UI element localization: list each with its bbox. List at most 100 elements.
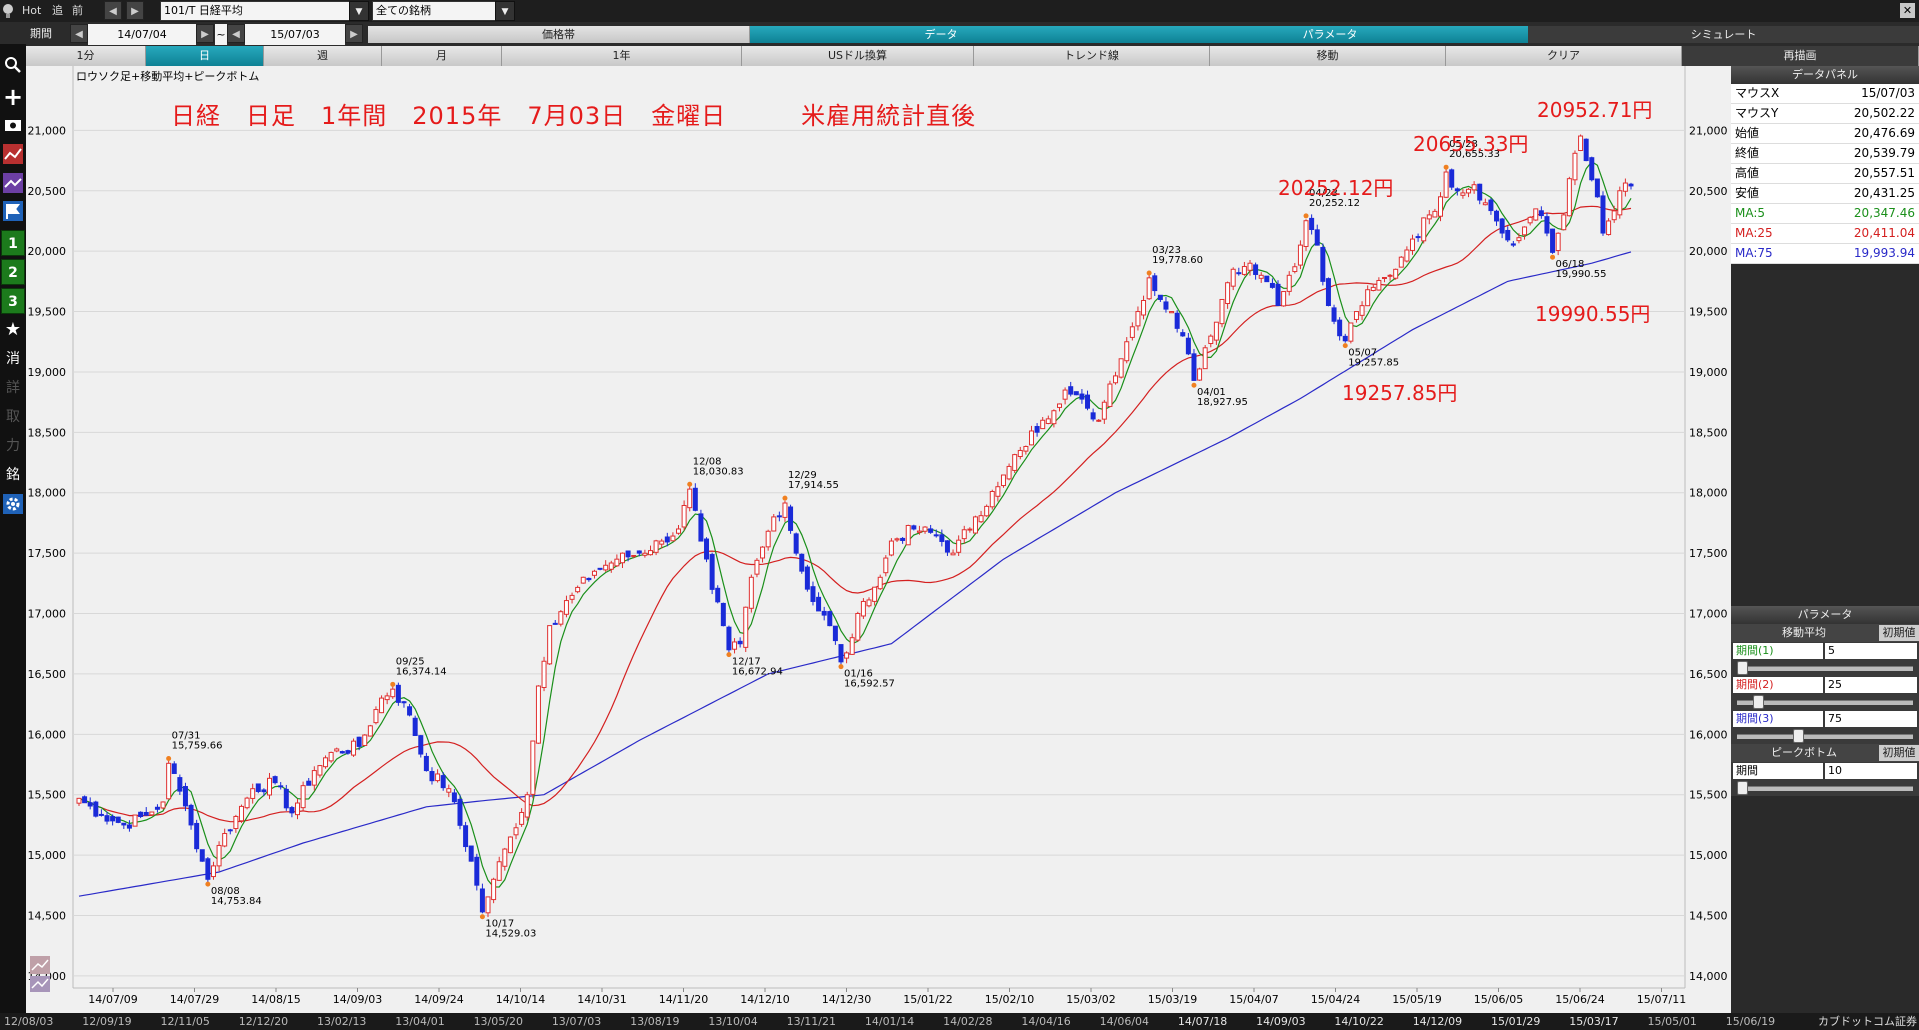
candle — [647, 545, 653, 556]
date-from-next-button[interactable]: ▶ — [196, 24, 214, 43]
candle — [1309, 214, 1315, 235]
param-slider-knob[interactable] — [1793, 729, 1804, 743]
lightbulb-icon[interactable] — [1, 0, 15, 22]
candle-body — [496, 861, 502, 881]
pb-slider-knob[interactable] — [1737, 781, 1748, 795]
candle-body — [1488, 199, 1494, 212]
candle — [479, 883, 485, 914]
date-from-field[interactable]: 14/07/04 — [88, 24, 196, 45]
close-icon[interactable]: ✕ — [1900, 3, 1915, 18]
tab-data[interactable]: データ — [750, 26, 1132, 43]
candle — [323, 755, 329, 769]
prev-symbol-button[interactable]: ◀ — [104, 1, 122, 20]
timeline-date: 13/02/13 — [317, 1015, 367, 1028]
clear-button[interactable]: クリア — [1446, 46, 1682, 66]
next-symbol-button[interactable]: ▶ — [126, 1, 144, 20]
candle — [804, 564, 810, 592]
candle-body — [82, 796, 88, 804]
tab-kakakutai[interactable]: 価格帯 — [368, 26, 750, 43]
candle — [956, 535, 962, 556]
mae-button[interactable]: 前 — [72, 4, 83, 17]
line-chart-icon[interactable] — [1, 141, 25, 167]
peak-bottom-marker — [1303, 213, 1309, 219]
candle — [961, 525, 967, 544]
candle-body — [1230, 268, 1236, 287]
tab-parameter[interactable]: パラメータ — [1132, 26, 1528, 43]
candle — [1146, 273, 1152, 300]
candle — [1622, 178, 1628, 197]
preset-3-button[interactable]: 3 — [1, 288, 25, 314]
hot-button[interactable]: Hot — [22, 4, 42, 17]
param-slider-knob[interactable] — [1753, 695, 1764, 709]
preset-1-button[interactable]: 1 — [1, 230, 25, 256]
usd-convert-button[interactable]: USドル換算 — [742, 46, 974, 66]
candle — [1538, 206, 1544, 219]
date-to-field[interactable]: 15/07/03 — [245, 24, 345, 45]
trade-button[interactable]: 取 — [6, 409, 20, 425]
period-next-button[interactable]: ▶ — [345, 24, 363, 43]
gear-icon[interactable] — [1, 491, 25, 517]
candle — [345, 749, 351, 755]
tf-day-button[interactable]: 日 — [146, 46, 264, 66]
bottom-timeline[interactable]: 12/08/03 12/09/19 12/11/05 12/12/20 13/02/13… — [0, 1013, 1919, 1030]
minichart-icon-2[interactable] — [30, 976, 50, 992]
param-slider-track[interactable] — [1737, 734, 1913, 739]
tf-month-button[interactable]: 月 — [382, 46, 502, 66]
timeline-date: 12/09/19 — [82, 1015, 132, 1028]
minichart-icon-1[interactable] — [30, 956, 50, 974]
candle — [984, 504, 990, 517]
filter-dropdown-icon[interactable]: ▼ — [495, 1, 515, 21]
pb-slider-track[interactable] — [1737, 786, 1913, 791]
search-icon[interactable] — [1, 52, 25, 78]
trendline-button[interactable]: トレンド線 — [974, 46, 1210, 66]
candle-body — [457, 798, 463, 826]
camera-icon[interactable] — [1, 112, 25, 138]
y-tick-label-right: 15,500 — [1689, 789, 1728, 802]
flag-icon[interactable] — [1, 198, 25, 224]
param-slider-knob[interactable] — [1737, 661, 1748, 675]
filter-field[interactable]: 全ての銘柄 — [372, 1, 496, 21]
candle — [776, 511, 782, 522]
candle — [944, 540, 950, 556]
period-prev-button[interactable]: ◀ — [70, 24, 88, 43]
move-button[interactable]: 移動 — [1210, 46, 1446, 66]
tab-simulate[interactable]: シミュレート — [1528, 26, 1919, 43]
param-slider-track[interactable] — [1737, 666, 1913, 671]
power-button[interactable]: 力 — [6, 438, 20, 454]
chart-area[interactable]: 14,00014,00014,50014,50015,00015,00015,5… — [26, 66, 1731, 1013]
crosshair-icon[interactable]: + — [2, 83, 24, 111]
candle — [877, 574, 883, 591]
star-icon[interactable]: ★ — [4, 319, 22, 340]
symbol-field[interactable]: 101/T 日経平均 — [160, 1, 350, 21]
indicator-chart-icon[interactable] — [1, 170, 25, 196]
candle-body — [732, 641, 738, 650]
preset-2-button[interactable]: 2 — [1, 259, 25, 285]
tf-week-button[interactable]: 週 — [264, 46, 382, 66]
candle-body — [692, 487, 698, 511]
candle — [1482, 198, 1488, 206]
candle-body — [743, 606, 749, 648]
ma-reset-button[interactable]: 初期値 — [1879, 625, 1919, 641]
detail-button[interactable]: 詳 — [6, 380, 20, 396]
chart-svg[interactable]: 14,00014,00014,50014,50015,00015,00015,5… — [26, 66, 1731, 1013]
param-slider-track[interactable] — [1737, 700, 1913, 705]
stock-button[interactable]: 銘 — [6, 467, 20, 483]
tf-1year-button[interactable]: 1年 — [502, 46, 742, 66]
candle-body — [972, 516, 978, 534]
data-panel-value: 20,502.22 — [1853, 106, 1915, 120]
erase-button[interactable]: 消 — [6, 351, 20, 367]
param-value-input[interactable]: 25 — [1825, 677, 1917, 693]
param-value-input[interactable]: 5 — [1825, 643, 1917, 659]
symbol-dropdown-icon[interactable]: ▼ — [349, 1, 369, 21]
date-to-prev-button[interactable]: ◀ — [227, 24, 245, 43]
tf-1min-button[interactable]: 1分 — [26, 46, 146, 66]
pb-reset-button[interactable]: 初期値 — [1879, 745, 1919, 761]
candle — [894, 537, 900, 542]
tsui-button[interactable]: 追 — [52, 4, 63, 17]
pb-row-value[interactable]: 10 — [1825, 763, 1917, 779]
x-tick-label: 14/07/09 — [88, 993, 137, 1006]
param-value-input[interactable]: 75 — [1825, 711, 1917, 727]
y-tick-label: 18,500 — [28, 426, 67, 439]
redraw-button[interactable]: 再描画 — [1682, 46, 1919, 66]
candle — [1073, 391, 1079, 396]
